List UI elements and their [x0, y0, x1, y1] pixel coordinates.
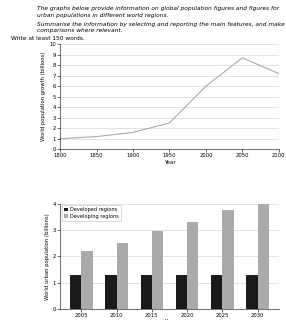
Bar — [187, 222, 198, 309]
Bar — [176, 275, 187, 309]
Bar — [105, 275, 117, 309]
Bar — [140, 275, 152, 309]
Y-axis label: World population growth (billions): World population growth (billions) — [41, 52, 46, 141]
Bar — [117, 243, 128, 309]
Bar — [70, 275, 81, 309]
X-axis label: Year: Year — [164, 319, 175, 320]
Bar — [211, 275, 222, 309]
Legend: Developed regions, Developing regions: Developed regions, Developing regions — [61, 205, 121, 220]
Y-axis label: World urban population (billions): World urban population (billions) — [45, 213, 50, 300]
Bar — [246, 275, 258, 309]
Bar — [258, 204, 269, 309]
X-axis label: Year: Year — [164, 160, 175, 165]
Text: The graphs below provide information on global population figures and figures fo: The graphs below provide information on … — [37, 6, 279, 18]
Bar — [222, 210, 234, 309]
Text: Summarise the information by selecting and reporting the main features, and make: Summarise the information by selecting a… — [37, 22, 285, 33]
Bar — [81, 251, 93, 309]
Text: Write at least 150 words.: Write at least 150 words. — [11, 36, 85, 41]
Bar — [152, 231, 163, 309]
